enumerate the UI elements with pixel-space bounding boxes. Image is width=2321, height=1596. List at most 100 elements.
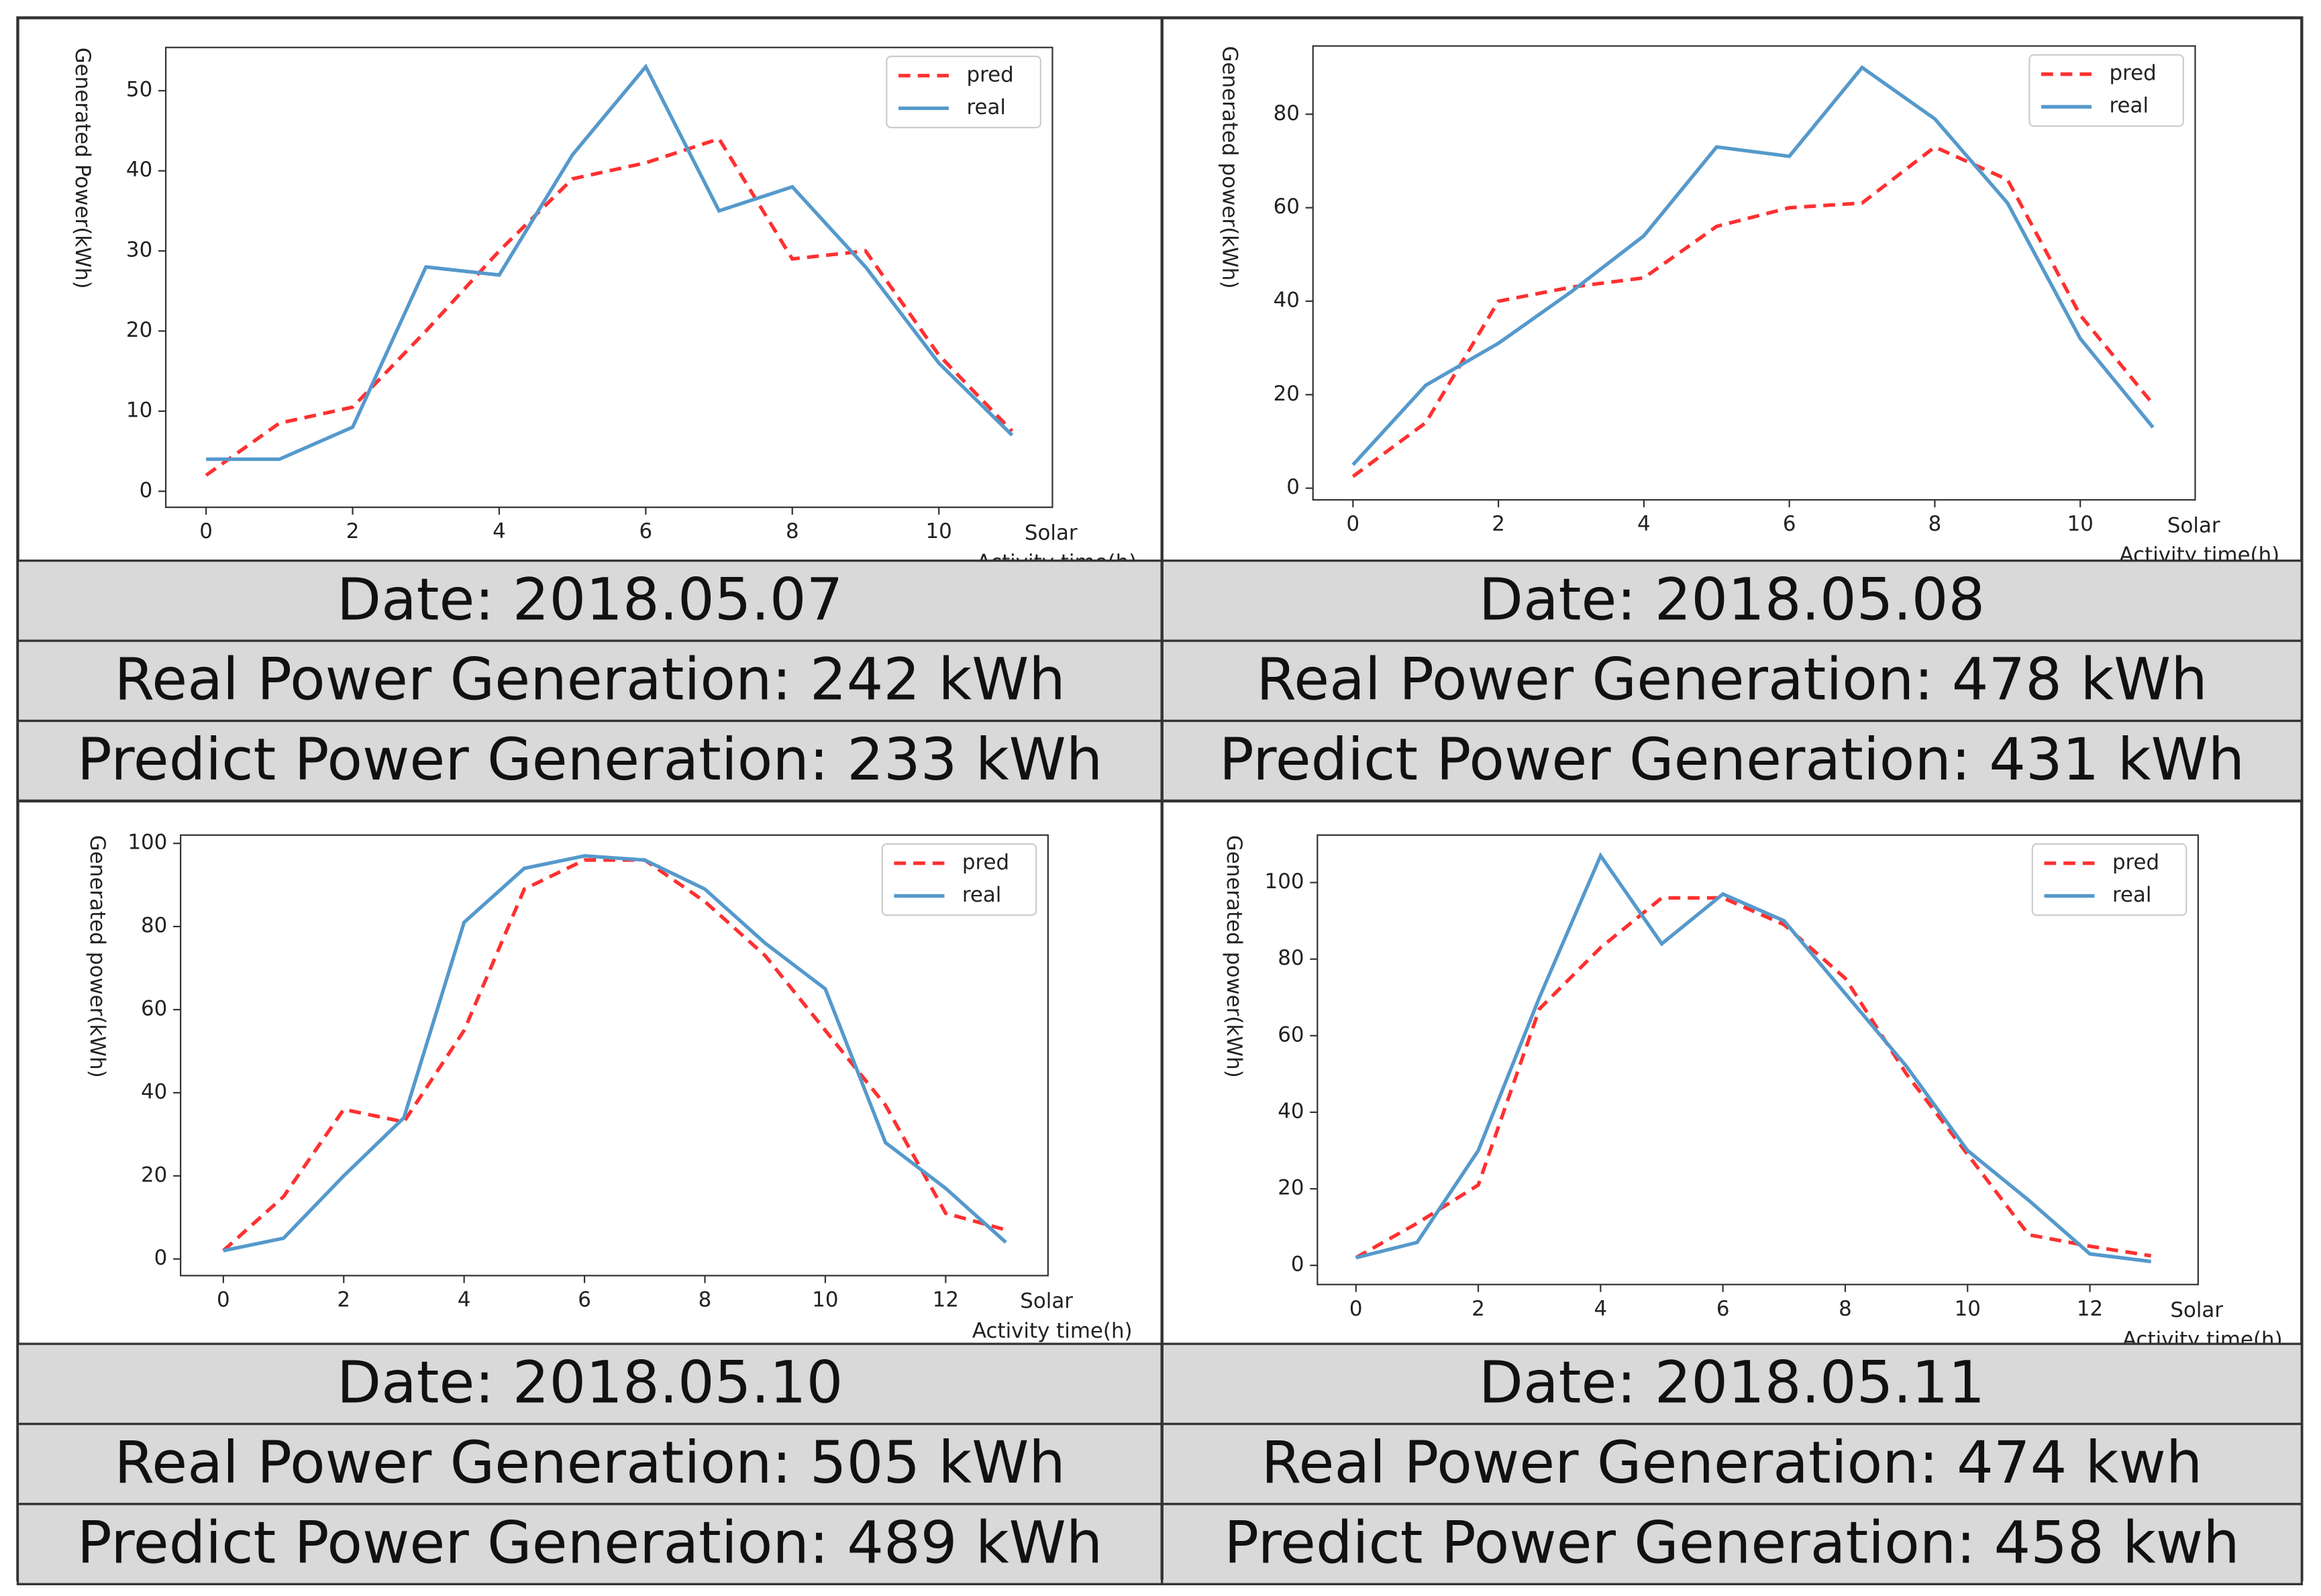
caption-cell — [16, 560, 1164, 642]
x-tick-label: 10 — [926, 519, 952, 543]
x-tick-label: 10 — [1955, 1297, 1981, 1321]
plot-frame — [1317, 834, 2200, 1285]
caption-cell — [1161, 1422, 2303, 1505]
y-tick-label: 80 — [141, 914, 167, 938]
x-tick-label: 2 — [337, 1287, 350, 1312]
x-tick-label: 6 — [1716, 1297, 1730, 1321]
caption-cell — [1161, 560, 2303, 642]
y-tick-label: 40 — [126, 158, 152, 182]
legend-box — [886, 55, 1041, 129]
x-axis-label: Solar — [1020, 1289, 1073, 1314]
y-tick-label: 80 — [1274, 101, 1300, 125]
caption-text: Real Power Generation: 474 kwh — [1261, 1430, 2203, 1497]
x-tick-label: 4 — [493, 519, 506, 543]
y-tick-label: 0 — [1286, 475, 1300, 499]
x-tick-label: 8 — [786, 519, 799, 543]
x-tick-label: 6 — [1783, 512, 1796, 536]
legend-label: real — [2112, 883, 2152, 907]
caption-text: Date: 2018.05.11 — [1479, 1350, 1985, 1417]
series-line — [1355, 896, 2152, 1260]
y-tick-label: 0 — [140, 478, 153, 502]
y-tick-label: 60 — [141, 996, 167, 1020]
series-line — [1351, 144, 2155, 478]
x-tick-label: 2 — [1472, 1297, 1485, 1321]
x-tick-label: 0 — [1347, 512, 1360, 536]
y-tick-label: 40 — [1278, 1099, 1304, 1123]
series-line — [205, 136, 1014, 477]
legend-label: pred — [2110, 61, 2157, 85]
x-tick-label: 6 — [639, 519, 653, 543]
y-tick-label: 30 — [126, 238, 152, 262]
y-tick-label: 100 — [127, 831, 167, 855]
x-tick-label: 8 — [1928, 512, 1942, 536]
caption-text: Real Power Generation: 242 kWh — [114, 647, 1065, 714]
x-tick-label: 0 — [217, 1287, 230, 1312]
legend-label: real — [962, 883, 1002, 907]
caption-cell — [1161, 1342, 2303, 1426]
chart-panel: 0 20 40 60 80 0 2 4 6 8 10 Generated power(kWh) Sola… — [1161, 45, 2303, 802]
legend-label: pred — [2112, 850, 2159, 874]
caption-text: Date: 2018.05.07 — [337, 566, 843, 633]
caption-cell — [16, 1422, 1164, 1505]
y-tick-label: 60 — [1278, 1022, 1304, 1047]
caption-text: Date: 2018.05.08 — [1479, 566, 1985, 633]
series-line — [223, 854, 1007, 1253]
y-tick-label: 40 — [1274, 288, 1300, 312]
y-tick-label: 60 — [1274, 195, 1300, 219]
x-tick-label: 0 — [1349, 1297, 1363, 1321]
series-line — [1351, 65, 2155, 466]
x-tick-label: 4 — [1594, 1297, 1608, 1321]
legend-box — [2028, 54, 2184, 127]
caption-text: Date: 2018.05.10 — [337, 1350, 843, 1417]
y-tick-label: 50 — [126, 78, 152, 102]
y-tick-label: 10 — [126, 398, 152, 422]
x-tick-label: 8 — [1839, 1297, 1852, 1321]
caption-text: Real Power Generation: 478 kWh — [1256, 647, 2207, 714]
caption-text: Real Power Generation: 505 kWh — [114, 1430, 1065, 1497]
y-tick-label: 0 — [1291, 1253, 1304, 1277]
plot-frame — [1312, 45, 2196, 501]
series-line — [206, 63, 1014, 462]
legend-box — [881, 843, 1037, 916]
x-axis-label: Activity time(h) — [972, 1319, 1133, 1343]
x-tick-label: 2 — [1492, 512, 1505, 536]
y-tick-label: 20 — [1278, 1176, 1304, 1200]
y-tick-label: 40 — [141, 1079, 167, 1104]
y-axis-label: Generated power(kWh) — [1222, 835, 1246, 1078]
caption-cell — [16, 1342, 1164, 1426]
chart-panel: 0 10 20 30 40 50 0 2 4 6 8 10 Generated Power(kWh) So… — [16, 46, 1164, 802]
y-tick-label: 80 — [1278, 946, 1304, 970]
legend-box — [2031, 843, 2187, 916]
x-tick-label: 10 — [2067, 512, 2094, 536]
plot-frame — [180, 834, 1049, 1277]
caption-text: Predict Power Generation: 431 kWh — [1219, 727, 2245, 794]
series-line — [222, 858, 1007, 1253]
chart-panel: 0 20 40 60 80 100 0 2 4 6 8 10 12 Generated power(kWh… — [16, 831, 1164, 1585]
x-tick-label: 4 — [1637, 512, 1651, 536]
y-axis-label: Generated power(kWh) — [1217, 46, 1241, 289]
caption-text: Predict Power Generation: 458 kwh — [1224, 1509, 2240, 1577]
y-tick-label: 100 — [1265, 869, 1304, 894]
x-tick-label: 4 — [458, 1287, 471, 1312]
y-tick-label: 20 — [141, 1163, 167, 1187]
caption-cell — [16, 639, 1164, 723]
caption-text: Predict Power Generation: 233 kWh — [77, 727, 1102, 794]
x-tick-label: 12 — [2077, 1297, 2103, 1321]
x-axis-label: Solar — [2167, 513, 2220, 537]
plot-frame — [164, 46, 1053, 509]
x-tick-label: 10 — [812, 1287, 838, 1312]
caption-cell — [16, 719, 1164, 802]
y-tick-label: 0 — [154, 1246, 168, 1270]
x-axis-label: Solar — [2170, 1298, 2223, 1322]
caption-cell — [1161, 1503, 2303, 1585]
caption-cell — [16, 1503, 1164, 1585]
x-tick-label: 12 — [933, 1287, 959, 1312]
x-tick-label: 2 — [346, 519, 360, 543]
caption-cell — [1161, 719, 2303, 802]
legend-label: real — [967, 95, 1007, 119]
y-axis-label: Generated power(kWh) — [85, 835, 109, 1078]
series-line — [1355, 852, 2152, 1264]
x-tick-label: 0 — [199, 519, 213, 543]
